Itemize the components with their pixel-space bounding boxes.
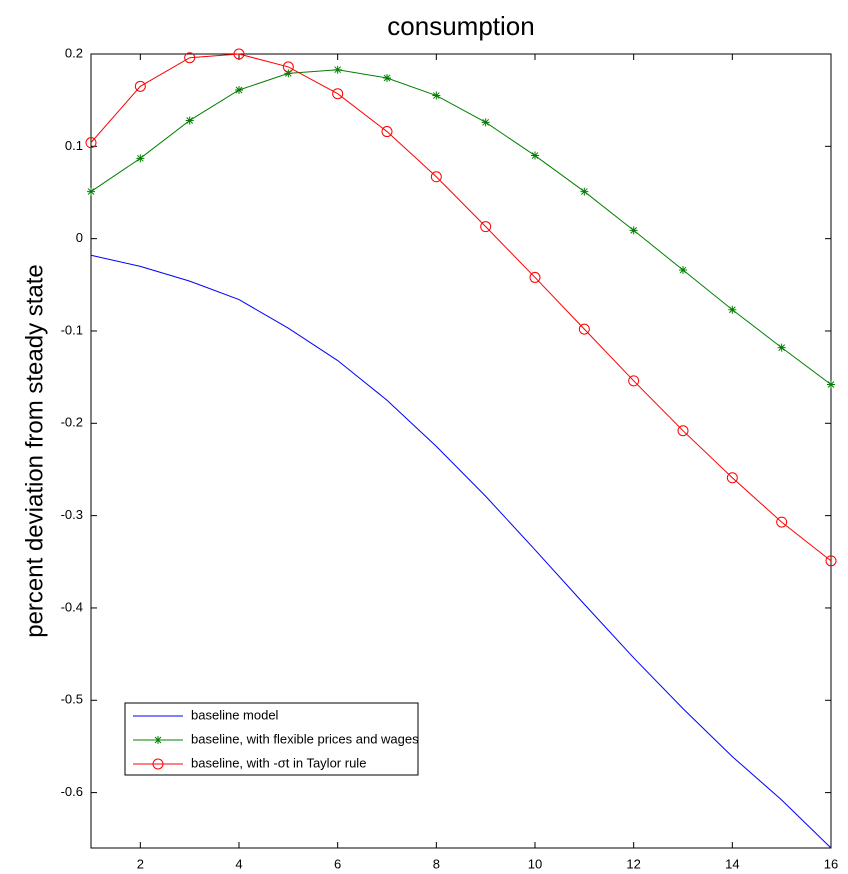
circle-marker <box>430 171 442 183</box>
series-line <box>90 69 832 385</box>
asterisk-marker <box>481 118 490 127</box>
chart-title: consumption <box>387 11 534 41</box>
circle-marker <box>332 88 344 100</box>
asterisk-marker <box>827 380 835 389</box>
asterisk-marker <box>185 116 194 125</box>
circle-marker <box>677 425 689 437</box>
asterisk-marker <box>333 65 342 74</box>
asterisk-marker <box>235 86 243 95</box>
series-line <box>90 53 832 562</box>
legend-label: baseline, with flexible prices and wages <box>191 731 419 746</box>
asterisk-marker <box>728 305 737 314</box>
legend-box <box>124 702 419 776</box>
circle-marker <box>381 126 393 138</box>
x-tick-label: 10 <box>528 856 542 871</box>
y-axis-label: percent deviation from steady state <box>21 264 48 638</box>
y-tick-label: 0.2 <box>65 45 83 60</box>
y-tick-label: -0.1 <box>61 322 83 337</box>
y-tick-label: 0.1 <box>65 138 83 153</box>
y-tick-label: 0 <box>76 230 83 245</box>
asterisk-marker <box>777 343 786 352</box>
asterisk-marker <box>580 187 589 196</box>
x-tick-label: 16 <box>824 856 838 871</box>
y-tick-label: -0.3 <box>61 507 83 522</box>
asterisk-marker <box>679 266 687 275</box>
x-tick-label: 12 <box>626 856 640 871</box>
circle-marker <box>282 61 294 73</box>
circle-marker <box>529 271 541 283</box>
asterisk-marker <box>136 154 145 163</box>
asterisk-marker <box>629 226 638 235</box>
circle-marker <box>480 221 492 233</box>
x-tick-label: 2 <box>137 856 144 871</box>
circle-marker <box>184 52 196 64</box>
asterisk-marker <box>154 736 162 744</box>
x-tick-label: 14 <box>725 856 739 871</box>
circle-marker <box>85 137 97 149</box>
y-tick-label: -0.2 <box>61 415 83 430</box>
asterisk-marker <box>531 151 539 160</box>
x-tick-label: 4 <box>235 856 242 871</box>
circle-marker <box>726 472 738 484</box>
circle-marker <box>776 516 788 528</box>
asterisk-marker <box>432 91 441 100</box>
asterisk-marker <box>383 74 391 83</box>
y-tick-label: -0.4 <box>61 599 83 614</box>
legend-label: baseline, with -σt in Taylor rule <box>191 755 366 770</box>
legend-label: baseline model <box>191 707 279 722</box>
circle-marker <box>825 555 837 567</box>
circle-marker <box>578 323 590 335</box>
series-line <box>90 254 832 849</box>
circle-marker <box>134 80 146 92</box>
circle-marker <box>628 375 640 387</box>
asterisk-marker <box>284 69 293 78</box>
circle-marker <box>152 758 164 770</box>
y-tick-label: -0.5 <box>61 692 83 707</box>
x-tick-label: 8 <box>433 856 440 871</box>
y-tick-label: -0.6 <box>61 784 83 799</box>
asterisk-marker <box>87 187 95 196</box>
circle-marker <box>233 48 245 60</box>
x-tick-label: 6 <box>334 856 341 871</box>
plot-frame <box>90 53 832 849</box>
